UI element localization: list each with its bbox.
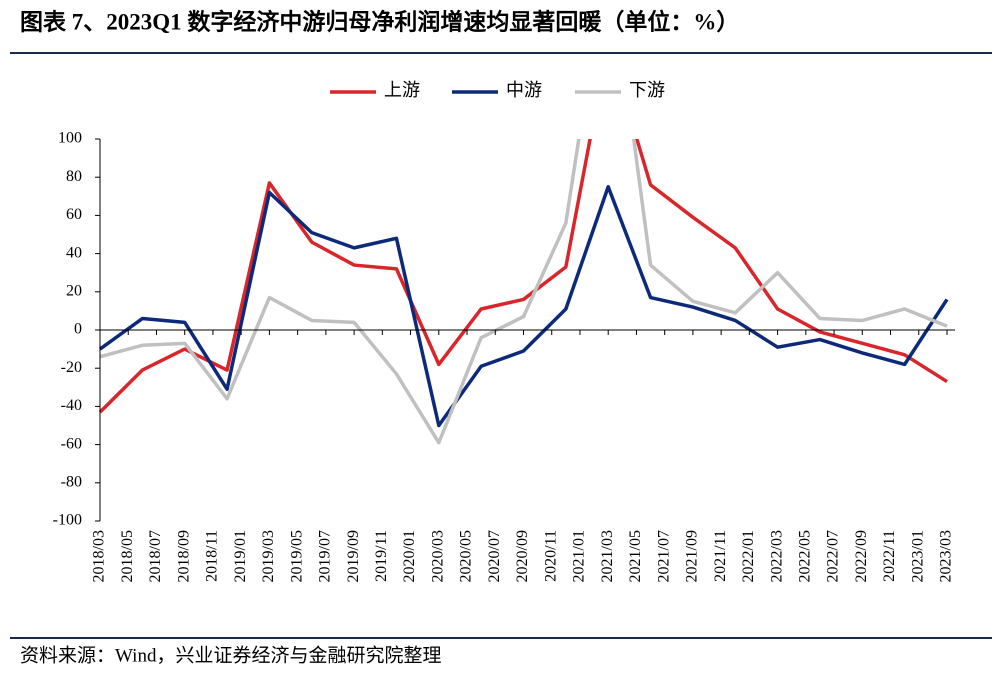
x-tick-label: 2018/11 xyxy=(204,530,221,582)
x-tick-label: 2021/05 xyxy=(627,530,644,582)
x-tick-label: 2020/05 xyxy=(458,530,475,582)
x-tick-label: 2019/11 xyxy=(373,530,390,582)
legend-label: 上游 xyxy=(384,80,420,100)
x-tick-label: 2020/01 xyxy=(401,530,418,582)
x-tick-label: 2020/11 xyxy=(542,530,559,582)
y-tick-label: -100 xyxy=(53,512,82,529)
y-tick-label: 40 xyxy=(66,244,82,261)
x-tick-label: 2020/09 xyxy=(514,530,531,582)
legend-label: 中游 xyxy=(506,80,542,100)
y-tick-label: -80 xyxy=(61,473,82,490)
x-tick-label: 2022/01 xyxy=(740,530,757,582)
series-line xyxy=(98,139,948,414)
x-tick-label: 2023/01 xyxy=(909,530,926,582)
source: 资料来源：Wind，兴业证券经济与金融研究院整理 xyxy=(20,644,441,666)
x-tick-label: 2019/05 xyxy=(288,530,305,582)
x-tick-label: 2021/01 xyxy=(571,530,588,582)
legend-label: 下游 xyxy=(629,80,665,100)
x-tick-label: 2018/09 xyxy=(175,530,192,582)
y-tick-label: -60 xyxy=(61,435,82,452)
x-tick-label: 2021/11 xyxy=(712,530,729,582)
x-tick-label: 2022/05 xyxy=(797,530,814,582)
x-tick-label: 2019/09 xyxy=(345,530,362,582)
x-tick-label: 2020/03 xyxy=(429,530,446,582)
x-tick-label: 2018/07 xyxy=(147,530,164,582)
x-tick-label: 2021/09 xyxy=(684,530,701,582)
x-tick-label: 2020/07 xyxy=(486,530,503,582)
series-line xyxy=(99,139,948,445)
x-tick-label: 2018/03 xyxy=(91,530,108,582)
y-tick-label: 80 xyxy=(66,168,82,185)
x-tick-label: 2022/11 xyxy=(881,530,898,582)
x-tick-label: 2021/07 xyxy=(655,530,672,582)
x-tick-label: 2022/07 xyxy=(825,530,842,582)
y-tick-label: 20 xyxy=(66,282,82,299)
x-tick-label: 2019/01 xyxy=(232,530,249,582)
x-tick-label: 2021/03 xyxy=(599,530,616,582)
x-tick-label: 2022/09 xyxy=(853,530,870,582)
y-tick-label: 100 xyxy=(58,130,82,147)
x-tick-label: 2019/07 xyxy=(317,530,334,582)
series-line xyxy=(98,185,949,428)
y-tick-label: 0 xyxy=(74,321,82,338)
chart-title: 图表 7、2023Q1 数字经济中游归母净利润增速均显著回暖（单位：%） xyxy=(20,8,739,34)
y-tick-label: 60 xyxy=(66,206,82,223)
x-tick-label: 2019/03 xyxy=(260,530,277,582)
x-tick-label: 2022/03 xyxy=(768,530,785,582)
x-tick-label: 2023/03 xyxy=(938,530,955,582)
x-tick-label: 2018/05 xyxy=(119,530,136,582)
y-tick-label: -20 xyxy=(61,359,82,376)
y-tick-label: -40 xyxy=(61,397,82,414)
